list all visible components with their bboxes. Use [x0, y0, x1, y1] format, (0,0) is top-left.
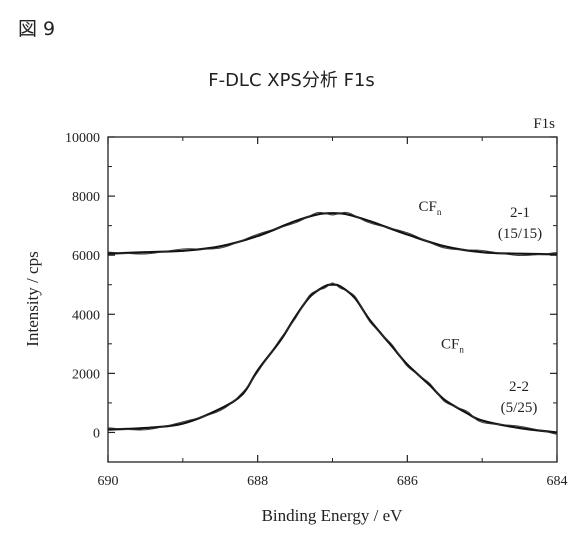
- series-group: 2-1 (15/15) 2-2 (5/25): [108, 205, 557, 434]
- series-label-2: (5/25): [501, 400, 538, 416]
- cf-annotation-text: CF: [441, 336, 459, 352]
- cf-annotation-subscript: n: [459, 344, 464, 354]
- y-tick-labels: 0 2000 4000 6000 8000 10000: [65, 131, 100, 441]
- x-tick-label: 686: [397, 474, 418, 489]
- y-tick-label: 10000: [65, 131, 100, 146]
- y-tick-label: 4000: [72, 308, 100, 323]
- x-tick-label: 684: [547, 474, 568, 489]
- series-fit-1: [108, 212, 557, 255]
- y-tick-label: 8000: [72, 190, 100, 205]
- plot-frame: [108, 137, 557, 462]
- series-label-1: (15/15): [498, 226, 542, 242]
- series-label-1: 2-1: [510, 205, 530, 221]
- x-tick-labels: 690 688 686 684: [98, 474, 568, 489]
- annotations: CFnCFn: [419, 199, 465, 354]
- series-fit-2: [108, 283, 557, 434]
- series-line-1: [108, 213, 557, 254]
- x-tick-label: 690: [98, 474, 119, 489]
- axis-ticks: [108, 137, 557, 462]
- cf-annotation-subscript: n: [437, 207, 442, 217]
- cf-annotation: CFn: [441, 336, 464, 354]
- y-tick-label: 2000: [72, 367, 100, 382]
- series-label-2: 2-2: [509, 379, 529, 395]
- x-axis-title: Binding Energy / eV: [262, 506, 404, 525]
- corner-label: F1s: [533, 116, 555, 132]
- series-line-2: [108, 285, 557, 433]
- y-axis-title: Intensity / cps: [23, 251, 42, 346]
- cf-annotation-text: CF: [419, 199, 437, 215]
- y-tick-label: 0: [93, 426, 100, 441]
- y-tick-label: 6000: [72, 249, 100, 264]
- cf-annotation: CFn: [419, 199, 442, 217]
- x-tick-label: 688: [247, 474, 268, 489]
